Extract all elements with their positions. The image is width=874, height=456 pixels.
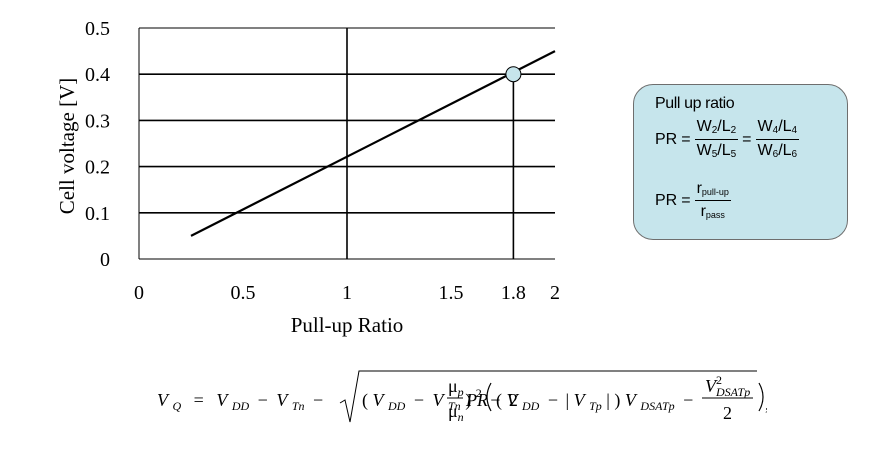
x-tick-label: 0.5 [231,282,256,304]
vdsat-squared: V2 DSATp [705,373,750,399]
y-tick-labels: 0 0.1 0.2 0.3 0.4 0.5 [85,18,110,271]
pull-up-chart: 0 0.5 1 1.5 1.8 2 0 0.1 0.2 0.3 0.4 0.5 Pull-up Ra… [55,18,560,337]
large-right-paren [758,382,764,412]
numerator: W4/L4 [755,119,800,140]
y-tick-label: 0.3 [85,110,110,132]
denominator-two: 2 [723,403,732,423]
fraction-w4l4-w6l6: W4/L4 W6/L6 [755,119,800,160]
series-line-0 [190,50,556,237]
y-tick-label: 0.1 [85,203,110,225]
mu-n: μn [448,401,464,424]
plot-frame [138,27,555,260]
y-tick-label: 0.2 [85,157,110,179]
y-axis-label: Cell voltage [V] [55,78,79,214]
x-tick-label: 1.5 [439,282,464,304]
numerator: W2/L2 [694,119,739,140]
y-tick-label: 0.4 [85,64,110,86]
cell-voltage-formula: V Q = V DD − V Tn − ( V DD − V Tn ) 2 − … [157,366,767,426]
pr-resistance-ratio-equation: PR = rpull-up rpass [655,181,731,220]
x-tick-label: 1 [342,282,352,304]
numerator: rpull-up [694,181,731,201]
y-tick-label: 0.5 [85,18,110,40]
svg-text:V Q = V: V Q = V DD − V Tn − [157,390,323,414]
series-lines [190,50,556,237]
equals-sign: = [681,191,691,209]
pr-label: PR [655,191,678,209]
equals-sign: = [742,130,752,148]
pr-label: PR [655,130,678,148]
pr-width-ratio-equation: PR = W2/L2 W5/L5 = W4/L4 W6/L6 [655,119,800,160]
equals-sign: = [681,130,691,148]
x-tick-labels: 0 0.5 1 1.5 1.8 2 [134,282,560,304]
highlight-point [505,66,522,83]
mu-p: μp [448,376,464,399]
fraction-rpullup-rpass: rpull-up rpass [694,181,731,220]
x-tick-label: 2 [550,282,560,304]
grid-lines [139,28,555,259]
fraction-w2l2-w5l5: W2/L2 W5/L5 [694,119,739,160]
pull-up-ratio-box: Pull up ratio PR = W2/L2 W5/L5 = W4/L4 W… [633,84,848,240]
x-tick-label: 0 [134,282,144,304]
svg-text:PR ( V DD: PR ( V DD − | V Tp | ) V DSATp − [465,390,693,414]
x-axis-label: Pull-up Ratio [291,313,404,337]
trailing-comma: , [765,394,767,414]
large-left-paren [486,382,492,412]
denominator: rpass [700,203,725,220]
svg-text:( V DD −: ( V DD − V Tn ) 2 − 2 [362,381,518,414]
highlight-markers [505,66,522,259]
x-tick-label: 1.8 [501,282,526,304]
y-tick-label: 0 [100,249,110,271]
sqrt-sign [339,370,757,423]
denominator: W5/L5 [696,142,737,160]
denominator: W6/L6 [757,142,798,160]
pull-up-ratio-title: Pull up ratio [655,95,735,112]
